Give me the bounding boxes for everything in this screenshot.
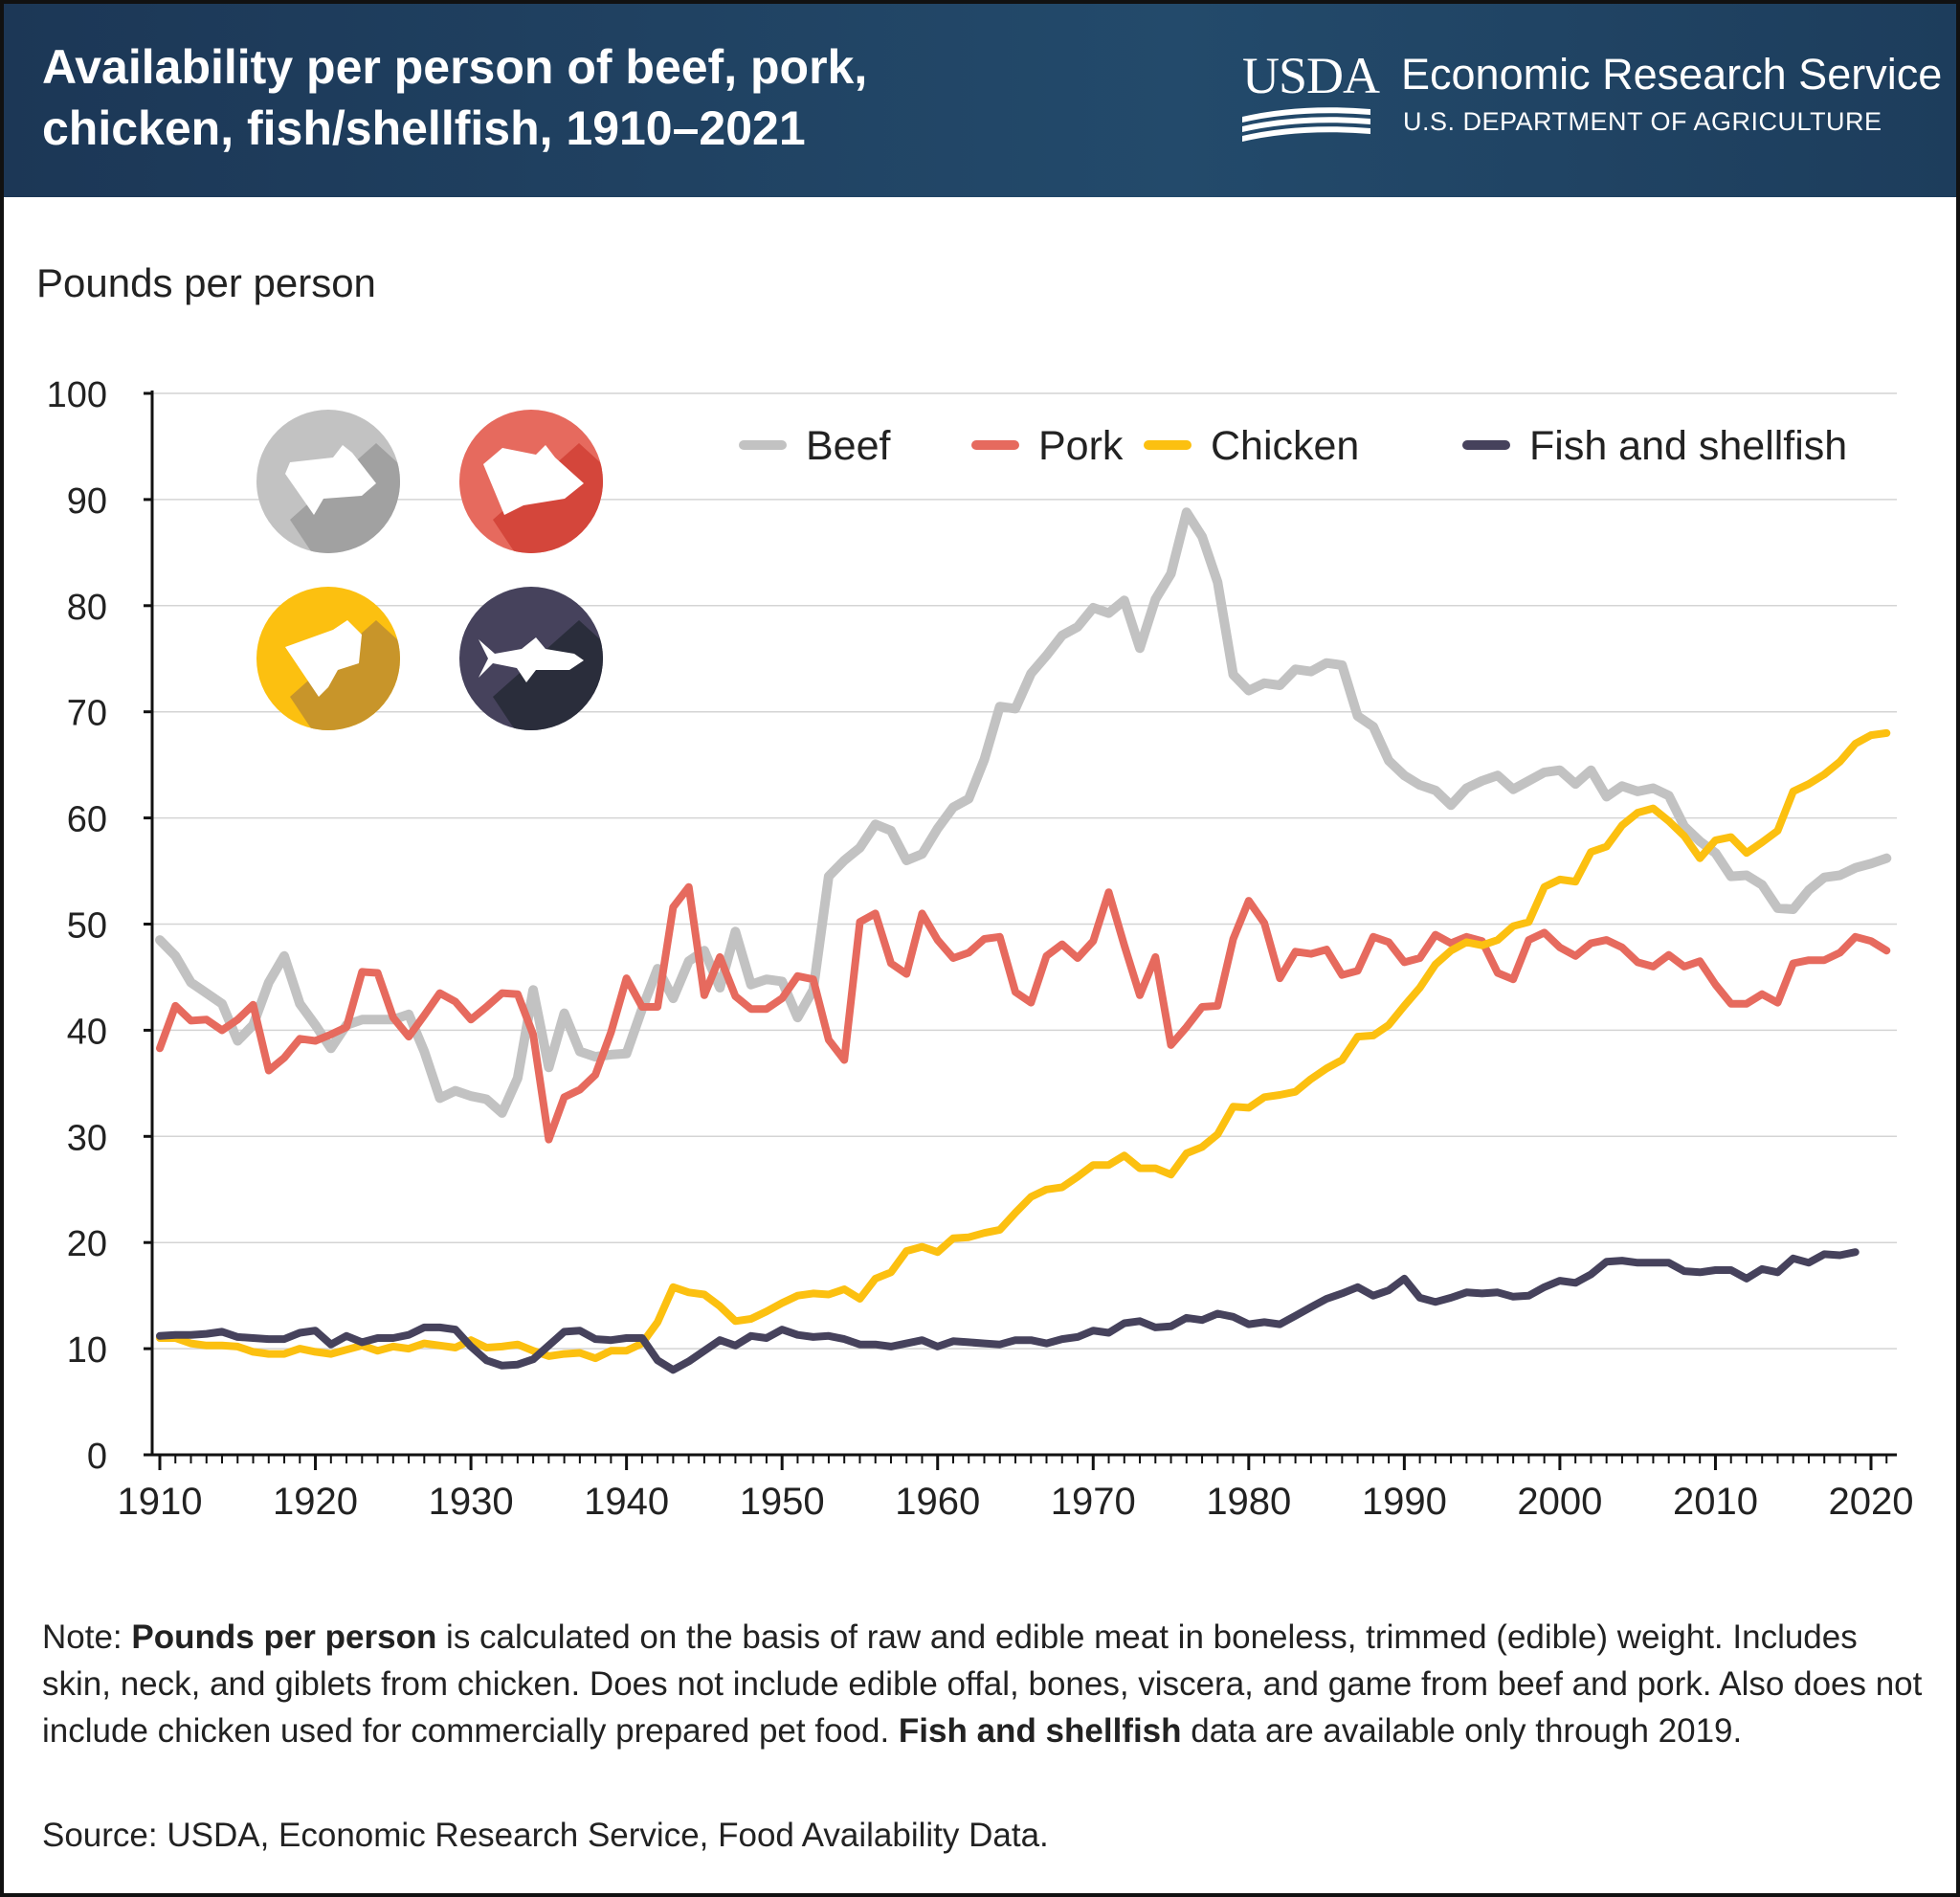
- x-tick-label: 2020: [1829, 1481, 1914, 1523]
- x-tick-label: 2000: [1517, 1481, 1602, 1523]
- x-tick-label: 1990: [1362, 1481, 1447, 1523]
- note-text-2: data are available only through 2019.: [1181, 1712, 1743, 1750]
- x-tick-label: 1910: [118, 1481, 203, 1523]
- series-line-pork: [156, 882, 1891, 1144]
- y-tick-label: 60: [67, 800, 107, 840]
- x-tick-label: 1920: [273, 1481, 358, 1523]
- usda-logo: USDA: [1242, 47, 1380, 104]
- series-line-beef: [155, 507, 1892, 1118]
- legend-label: Beef: [806, 423, 892, 469]
- legend-label: Chicken: [1211, 423, 1359, 469]
- icon-silhouette: [483, 445, 584, 515]
- legend-label: Pork: [1038, 423, 1124, 469]
- y-tick-label: 90: [67, 481, 107, 522]
- line-chart: Beef Pork Chicken Fish and shellfish 0 10 20 3…: [47, 375, 1914, 1523]
- department-name: U.S. DEPARTMENT OF AGRICULTURE: [1403, 107, 1882, 136]
- chicken-icon: [256, 587, 400, 730]
- source-line: Source: USDA, Economic Research Service,…: [42, 1817, 1049, 1854]
- y-axis-label: Pounds per person: [36, 260, 376, 305]
- y-tick-label: 0: [87, 1437, 107, 1477]
- x-tick-label: 2010: [1673, 1481, 1758, 1523]
- note-prefix: Note:: [42, 1618, 132, 1656]
- icon-silhouette: [285, 445, 376, 515]
- agency-name: Economic Research Service: [1401, 50, 1943, 99]
- legend-label: Fish and shellfish: [1529, 423, 1847, 469]
- y-tick-label: 30: [67, 1118, 107, 1158]
- y-tick-label: 70: [67, 694, 107, 734]
- note-bold-fish: Fish and shellfish: [898, 1712, 1182, 1750]
- chart-title: Availability per person of beef, pork, c…: [42, 40, 868, 155]
- note-text: is calculated on the basis of raw and ed…: [42, 1618, 1923, 1750]
- icon-silhouette: [285, 620, 362, 697]
- y-tick-label: 10: [67, 1330, 107, 1371]
- fish-icon: [459, 587, 603, 730]
- y-tick-label: 100: [47, 375, 107, 415]
- series-line-chicken: [156, 728, 1891, 1363]
- y-tick-label: 20: [67, 1224, 107, 1264]
- x-tick-label: 1980: [1206, 1481, 1291, 1523]
- usda-logo-stripes: [1242, 107, 1370, 142]
- chart-note: Note: Pounds per person is calculated on…: [42, 1614, 1927, 1754]
- icon-silhouette: [479, 637, 584, 682]
- header-banner: Availability per person of beef, pork, c…: [4, 4, 1956, 197]
- y-tick-label: 40: [67, 1012, 107, 1052]
- y-tick-label: 80: [67, 588, 107, 628]
- x-tick-label: 1950: [740, 1481, 825, 1523]
- x-tick-label: 1960: [895, 1481, 980, 1523]
- y-tick-label: 50: [67, 906, 107, 947]
- note-bold-term: Pounds per person: [131, 1618, 437, 1656]
- x-tick-label: 1940: [584, 1481, 669, 1523]
- series-line-fish-and-shellfish: [156, 1248, 1860, 1374]
- x-tick-label: 1970: [1051, 1481, 1136, 1523]
- x-tick-label: 1930: [429, 1481, 514, 1523]
